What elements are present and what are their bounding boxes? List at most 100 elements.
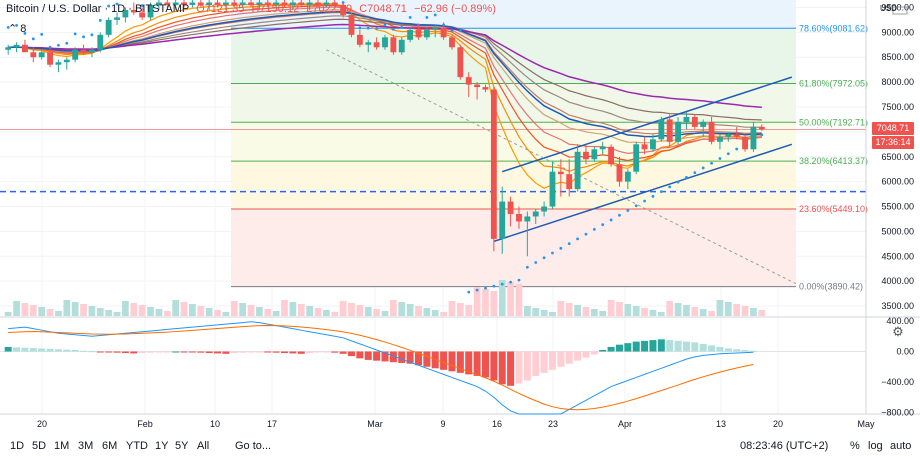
volume-bar — [4, 312, 12, 316]
candle-body — [72, 49, 79, 60]
candle-body — [298, 2, 305, 5]
channel-upper-line — [501, 76, 793, 173]
range-all-button[interactable]: All — [197, 440, 210, 452]
y-tick-label: 3500.00 — [881, 301, 914, 311]
fib-zone — [231, 83, 796, 123]
symbol-name[interactable]: Bitcoin / U.S. Dollar — [6, 3, 102, 15]
candle-body — [482, 87, 489, 90]
range-ytd-button[interactable]: YTD — [126, 440, 148, 452]
volume-bar — [691, 307, 699, 316]
interval-label[interactable]: 1D — [111, 3, 126, 15]
sar-dot — [31, 37, 35, 41]
indicator-toggle[interactable]: ⌃ 8 — [8, 22, 26, 35]
y-tick-label: 8000.00 — [881, 77, 914, 87]
range-3m-button[interactable]: 3M — [78, 440, 94, 452]
volume-bar — [88, 306, 96, 316]
candle-body — [373, 42, 380, 48]
low-value: L7022.39 — [306, 3, 353, 15]
macd-line — [8, 321, 754, 415]
candle-body — [541, 206, 548, 212]
candle-body — [264, 2, 271, 5]
range-6m-button[interactable]: 6M — [102, 440, 118, 452]
volume-bar — [733, 304, 741, 316]
fib-zone — [231, 161, 796, 210]
range-1d-button[interactable]: 1D — [10, 440, 25, 452]
volume-bar — [29, 305, 37, 316]
percent-toggle[interactable]: % — [850, 440, 860, 452]
candle-body — [650, 139, 656, 150]
volume-bar — [256, 307, 263, 316]
candle-body — [532, 211, 539, 217]
sar-dot — [592, 228, 596, 231]
volume-bar — [38, 307, 46, 316]
goto-button[interactable]: Go to... — [235, 440, 272, 452]
candle-body — [457, 47, 464, 78]
candle-body — [214, 2, 221, 5]
candle-body — [315, 2, 321, 5]
candle-body — [566, 174, 573, 190]
macd-histogram-bar — [339, 351, 347, 354]
macd-histogram-bar — [264, 351, 272, 353]
macd-histogram-bar — [230, 351, 238, 354]
macd-histogram-bar — [540, 351, 548, 373]
volume-bar — [457, 303, 464, 316]
volume-bar — [657, 312, 665, 316]
sar-dot — [517, 278, 521, 282]
candle-body — [449, 37, 455, 48]
chevron-up-icon[interactable]: ⌃ — [8, 23, 18, 35]
macd-histogram-bar — [615, 344, 623, 352]
macd-histogram-bar — [532, 351, 540, 376]
fib-zone — [231, 122, 796, 162]
range-1y-button[interactable]: 1Y — [155, 440, 169, 452]
volume-bar — [297, 304, 305, 316]
range-5d-button[interactable]: 5D — [32, 440, 47, 452]
macd-histogram-bar — [515, 351, 523, 384]
macd-histogram-bar — [523, 351, 531, 381]
sar-dot — [82, 35, 85, 39]
volume-bar — [758, 310, 766, 316]
candle-body — [88, 49, 95, 53]
macd-histogram-bar — [272, 351, 280, 353]
volume-bar — [314, 308, 322, 316]
candle-body — [256, 2, 263, 5]
macd-histogram-bar — [456, 351, 464, 373]
macd-histogram-bar — [481, 351, 490, 378]
currency-label: USD — [880, 4, 897, 13]
macd-histogram-bar — [414, 351, 423, 366]
macd-histogram-bar — [398, 351, 406, 363]
clock-readout[interactable]: 08:23:46 (UTC+2) — [740, 440, 829, 452]
gear-icon[interactable]: ⚙ — [892, 324, 904, 339]
macd-histogram-bar — [347, 351, 356, 357]
macd-histogram-bar — [373, 351, 381, 361]
volume-bar — [339, 301, 347, 316]
volume-bar — [607, 300, 615, 316]
volume-bar — [105, 310, 113, 316]
volume-bar — [172, 300, 180, 316]
volume-bar — [390, 300, 397, 316]
candle-body — [222, 2, 229, 5]
candle-body — [22, 44, 28, 53]
sar-dot — [115, 2, 119, 6]
volume-bar — [348, 303, 355, 316]
auto-toggle[interactable]: auto — [890, 440, 912, 452]
macd-histogram-bar — [214, 351, 222, 354]
volume-bar — [683, 305, 690, 316]
sar-dot — [634, 204, 638, 208]
y-tick-label: 9500.00 — [881, 2, 914, 12]
macd-histogram-bar — [465, 351, 473, 375]
range-5y-button[interactable]: 5Y — [175, 440, 189, 452]
macd-histogram-bar — [247, 351, 255, 353]
log-toggle[interactable]: log — [868, 440, 883, 452]
sar-dot — [450, 29, 454, 33]
sar-dot — [576, 237, 579, 241]
range-1m-button[interactable]: 1M — [54, 440, 70, 452]
candle-body — [658, 119, 665, 140]
sar-dot — [559, 246, 563, 250]
candle-body — [181, 2, 187, 5]
candle-body — [164, 2, 171, 5]
sar-dot — [425, 16, 429, 19]
macd-histogram-bar — [314, 351, 322, 353]
y-tick-label: 6500.00 — [881, 152, 914, 162]
macd-histogram-bar — [708, 345, 716, 352]
sar-dot — [400, 25, 404, 29]
